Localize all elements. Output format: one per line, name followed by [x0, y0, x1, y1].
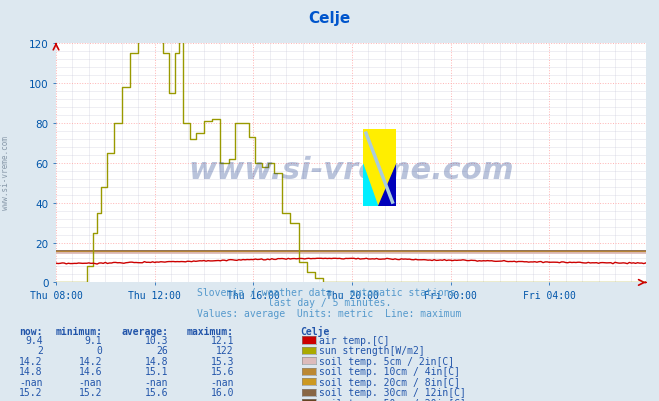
- Text: minimum:: minimum:: [55, 326, 102, 336]
- Text: Celje: Celje: [308, 10, 351, 26]
- Text: 15.6: 15.6: [144, 387, 168, 397]
- Text: 14.6: 14.6: [78, 367, 102, 376]
- Text: www.si-vreme.com: www.si-vreme.com: [188, 156, 514, 185]
- Text: 15.2: 15.2: [19, 387, 43, 397]
- Text: air temp.[C]: air temp.[C]: [319, 335, 389, 345]
- Text: soil temp. 10cm / 4in[C]: soil temp. 10cm / 4in[C]: [319, 367, 460, 376]
- Text: -nan: -nan: [210, 377, 234, 387]
- Text: -nan: -nan: [144, 398, 168, 401]
- Text: Celje: Celje: [300, 325, 330, 336]
- Text: 14.8: 14.8: [19, 367, 43, 376]
- Text: 15.3: 15.3: [210, 356, 234, 366]
- Text: 9.4: 9.4: [25, 335, 43, 345]
- Text: average:: average:: [121, 326, 168, 336]
- Text: 26: 26: [156, 346, 168, 355]
- Text: last day / 5 minutes.: last day / 5 minutes.: [268, 298, 391, 307]
- Text: 9.1: 9.1: [84, 335, 102, 345]
- Text: 15.6: 15.6: [210, 367, 234, 376]
- Text: -nan: -nan: [19, 377, 43, 387]
- Text: soil temp. 20cm / 8in[C]: soil temp. 20cm / 8in[C]: [319, 377, 460, 387]
- Text: 2: 2: [37, 346, 43, 355]
- Text: www.si-vreme.com: www.si-vreme.com: [1, 136, 10, 209]
- Text: 15.1: 15.1: [144, 367, 168, 376]
- Polygon shape: [378, 164, 396, 207]
- Text: soil temp. 5cm / 2in[C]: soil temp. 5cm / 2in[C]: [319, 356, 454, 366]
- Text: 10.3: 10.3: [144, 335, 168, 345]
- Text: 122: 122: [216, 346, 234, 355]
- Text: -nan: -nan: [19, 398, 43, 401]
- Text: soil temp. 30cm / 12in[C]: soil temp. 30cm / 12in[C]: [319, 387, 466, 397]
- Text: Slovenia / weather data - automatic stations.: Slovenia / weather data - automatic stat…: [197, 287, 462, 297]
- Text: -nan: -nan: [78, 398, 102, 401]
- Text: now:: now:: [19, 326, 43, 336]
- Text: 16.0: 16.0: [210, 387, 234, 397]
- Text: -nan: -nan: [78, 377, 102, 387]
- Text: 14.2: 14.2: [78, 356, 102, 366]
- Text: maximum:: maximum:: [187, 326, 234, 336]
- Text: Values: average  Units: metric  Line: maximum: Values: average Units: metric Line: maxi…: [197, 308, 462, 318]
- Text: -nan: -nan: [144, 377, 168, 387]
- Text: -nan: -nan: [210, 398, 234, 401]
- Text: 14.8: 14.8: [144, 356, 168, 366]
- Text: sun strength[W/m2]: sun strength[W/m2]: [319, 346, 424, 355]
- Text: 15.2: 15.2: [78, 387, 102, 397]
- Text: 14.2: 14.2: [19, 356, 43, 366]
- Text: soil temp. 50cm / 20in[C]: soil temp. 50cm / 20in[C]: [319, 398, 466, 401]
- Text: 0: 0: [96, 346, 102, 355]
- Text: 12.1: 12.1: [210, 335, 234, 345]
- Polygon shape: [362, 164, 378, 207]
